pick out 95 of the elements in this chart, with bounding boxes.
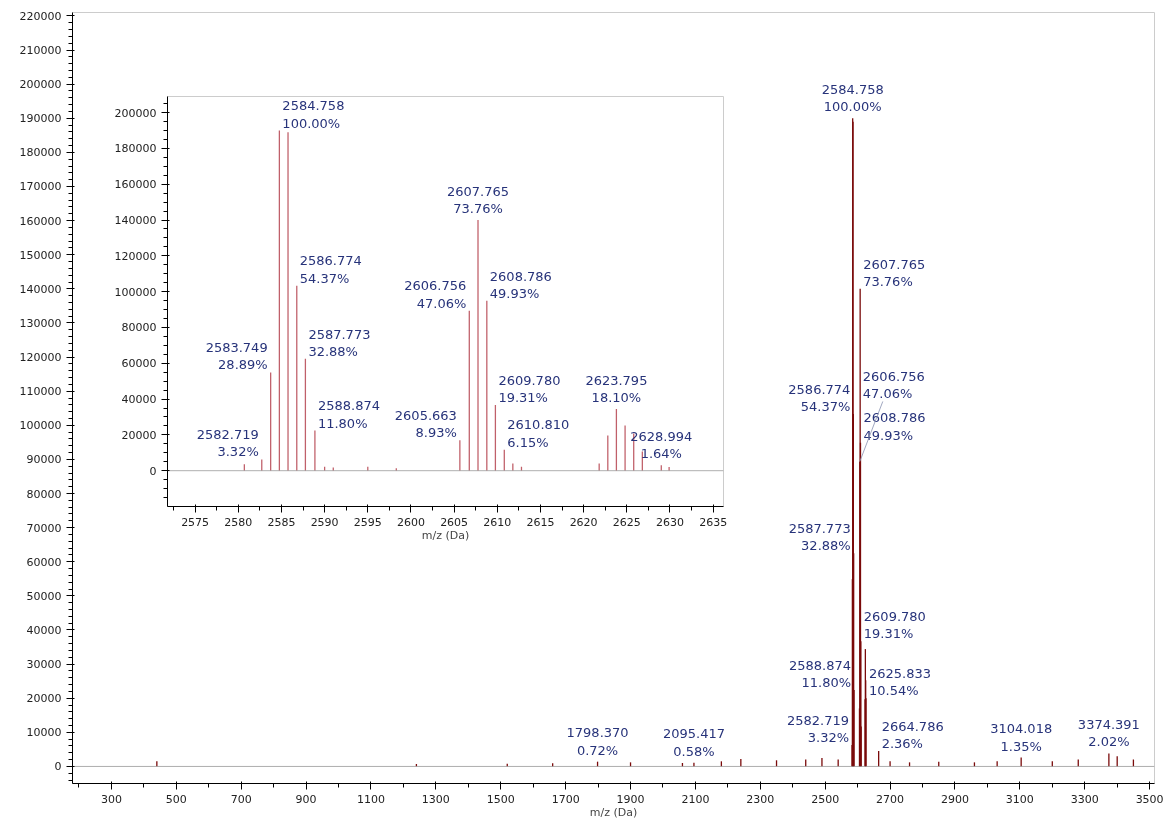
x-tick-label: 2900 — [940, 792, 969, 806]
y-tick-label: 110000 — [19, 385, 62, 399]
annotation: 2584.758 100.00% — [821, 82, 884, 115]
x-tick-label: 3500 — [1135, 792, 1164, 806]
annotation: 2608.786 49.93% — [863, 410, 926, 443]
y-tick-label: 0 — [149, 464, 157, 478]
annotation: 2582.719 3.32% — [787, 712, 850, 745]
annotation: 2586.774 54.37% — [299, 253, 362, 286]
y-tick-label: 140000 — [19, 282, 62, 296]
x-tick-label: 1300 — [421, 792, 450, 806]
y-tick-label: 90000 — [26, 453, 62, 467]
y-tick-label: 130000 — [19, 316, 62, 330]
annotation: 2607.765 73.76% — [446, 183, 510, 217]
annotation: 1798.370 0.72% — [566, 725, 629, 758]
y-tick-label: 40000 — [121, 393, 157, 407]
annotation: 2623.795 18.10% — [585, 372, 648, 406]
x-tick-label: 1500 — [486, 792, 515, 806]
x-tick-label: 2610 — [483, 515, 512, 529]
y-tick-label: 20000 — [121, 428, 157, 442]
x-tick-label: 3100 — [1005, 792, 1034, 806]
annotation: 2587.773 32.88% — [788, 520, 851, 554]
x-tick-label: 2630 — [655, 515, 684, 529]
x-tick-label: 2625 — [612, 515, 641, 529]
x-tick-label: 900 — [295, 792, 317, 806]
x-tick-label: 2575 — [181, 515, 210, 529]
annotation: 2588.874 11.80% — [789, 657, 852, 691]
x-tick-label: 2605 — [440, 515, 469, 529]
y-tick-label: 40000 — [26, 623, 62, 637]
annotation: 2607.765 73.76% — [863, 256, 926, 289]
x-tick-label: 2500 — [811, 792, 840, 806]
x-tick-label: 2700 — [876, 792, 905, 806]
x-tick-label: 2635 — [699, 515, 728, 529]
y-tick-label: 100000 — [114, 285, 157, 299]
y-tick-label: 200000 — [114, 106, 157, 120]
y-tick-label: 50000 — [26, 589, 62, 603]
annotation: 2606.756 47.06% — [404, 278, 467, 311]
x-tick-label: 2580 — [224, 515, 253, 529]
annotation: 2588.874 11.80% — [317, 398, 380, 431]
x-tick-label: 2600 — [396, 515, 425, 529]
y-tick-label: 60000 — [26, 555, 62, 569]
y-tick-label: 20000 — [26, 692, 62, 706]
y-tick-label: 140000 — [114, 214, 157, 228]
y-tick-label: 150000 — [19, 248, 62, 262]
x-tick-label: 1700 — [551, 792, 580, 806]
annotation: 2586.774 54.37% — [788, 381, 851, 415]
x-tick-label: 1100 — [356, 792, 385, 806]
annotation: 2582.719 3.32% — [196, 427, 259, 460]
y-tick-label: 190000 — [19, 112, 62, 126]
x-tick-label: 2100 — [681, 792, 710, 806]
annotation: 2609.780 19.31% — [863, 608, 926, 642]
annotation: 2583.749 28.89% — [205, 340, 268, 373]
y-tick-label: 80000 — [121, 321, 157, 335]
y-tick-label: 60000 — [121, 357, 157, 371]
annotation: 2609.780 19.31% — [498, 372, 561, 405]
x-tick-label: 2585 — [267, 515, 296, 529]
x-tick-label: 2620 — [569, 515, 598, 529]
y-tick-label: 170000 — [19, 180, 62, 194]
y-tick-label: 210000 — [19, 44, 62, 58]
y-tick-label: 200000 — [19, 78, 62, 92]
x-tick-label: 500 — [165, 792, 187, 806]
x-axis-title: m/z (Da) — [589, 805, 638, 819]
y-tick-label: 100000 — [19, 419, 62, 433]
y-tick-label: 160000 — [114, 178, 157, 192]
annotation: 3104.018 1.35% — [990, 721, 1053, 754]
y-tick-label: 70000 — [26, 521, 62, 535]
annotation: 2610.810 6.15% — [507, 417, 570, 450]
x-tick-label: 3300 — [1070, 792, 1099, 806]
y-tick-label: 120000 — [19, 351, 62, 365]
x-tick-label: 300 — [100, 792, 122, 806]
y-tick-label: 220000 — [19, 9, 62, 23]
x-tick-label: 2615 — [526, 515, 555, 529]
y-tick-label: 30000 — [26, 658, 62, 672]
annotation: 2587.773 32.88% — [308, 326, 371, 359]
y-tick-label: 80000 — [26, 487, 62, 501]
y-tick-label: 180000 — [19, 146, 62, 160]
y-tick-label: 10000 — [26, 726, 62, 740]
annotation: 2605.663 8.93% — [394, 408, 457, 441]
x-axis-title: m/z (Da) — [421, 528, 470, 542]
x-tick-label: 2590 — [310, 515, 339, 529]
annotation: 2608.786 49.93% — [489, 268, 552, 301]
annotation: 2095.417 0.58% — [662, 726, 725, 759]
x-tick-label: 2595 — [353, 515, 382, 529]
x-tick-label: 700 — [230, 792, 252, 806]
y-tick-label: 120000 — [114, 249, 157, 263]
x-tick-label: 2300 — [746, 792, 775, 806]
x-tick-label: 1900 — [616, 792, 645, 806]
annotation: 2606.756 47.06% — [862, 369, 925, 402]
annotation: 2664.786 2.36% — [881, 718, 944, 752]
y-tick-label: 0 — [54, 760, 62, 774]
annotation: 2628.994 1.64% — [630, 428, 693, 462]
y-tick-label: 180000 — [114, 142, 157, 156]
y-tick-label: 160000 — [19, 214, 62, 228]
annotation: 2584.758 100.00% — [282, 98, 345, 131]
annotation: 3374.391 2.02% — [1077, 717, 1140, 750]
annotation: 2625.833 10.54% — [869, 665, 932, 699]
